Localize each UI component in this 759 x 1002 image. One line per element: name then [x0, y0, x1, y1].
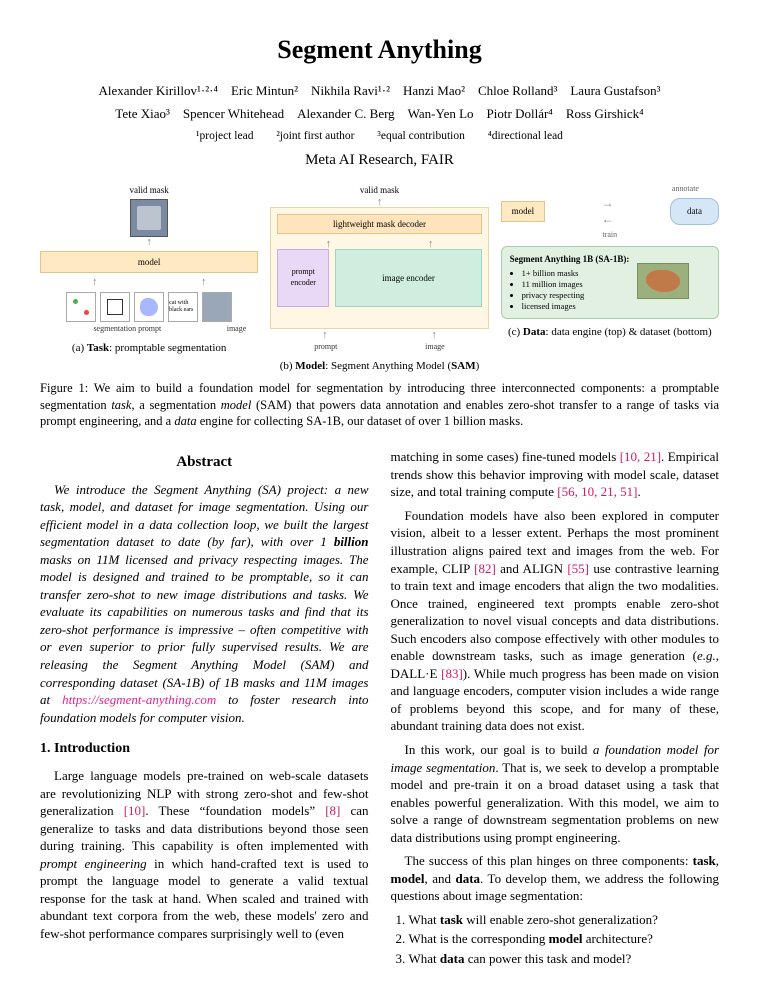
- col2-p2: Foundation models have also been explore…: [391, 507, 720, 735]
- prompt-mask-icon: [134, 292, 164, 322]
- image-encoder-box: image encoder: [335, 249, 481, 307]
- panel-b-caption: (b) Model: Segment Anything Model (SAM): [270, 359, 488, 374]
- question-2: What is the corresponding model architec…: [409, 930, 720, 948]
- panel-b-toplabel: valid mask: [270, 184, 488, 196]
- panel-b-sub-left: prompt: [314, 342, 337, 353]
- panel-a-sub-left: segmentation prompt: [40, 324, 215, 335]
- panel-c-model-box: model: [501, 201, 546, 221]
- intro-p1: Large language models pre-trained on web…: [40, 767, 369, 942]
- dataset-thumb: [637, 263, 689, 299]
- question-3: What data can power this task and model?: [409, 950, 720, 968]
- panel-a-toplabel: valid mask: [40, 184, 258, 196]
- left-column: Abstract We introduce the Segment Anythi…: [40, 448, 369, 969]
- role-1: ¹project lead: [196, 130, 253, 142]
- abstract-heading: Abstract: [40, 452, 369, 472]
- prompt-text-icon: cat with black ears: [168, 292, 198, 322]
- panel-a-caption: (a) Task: promptable segmentation: [40, 341, 258, 356]
- figure-panel-a: valid mask ↑ model ↑↑ cat with black ear…: [40, 184, 258, 373]
- ds-item: licensed images: [522, 301, 630, 312]
- annotate-label: annotate: [501, 184, 719, 195]
- ds-item: privacy respecting: [522, 290, 630, 301]
- figure-panel-b: valid mask ↑ lightweight mask decoder ↑↑…: [270, 184, 488, 373]
- prompt-encoder-box: prompt encoder: [277, 249, 329, 307]
- author-block: Alexander Kirillov¹·²·⁴ Eric Mintun² Nik…: [40, 81, 719, 125]
- col2-p1: matching in some cases) fine-tuned model…: [391, 448, 720, 501]
- author-roles: ¹project lead ²joint first author ³equal…: [40, 129, 719, 145]
- col2-p4: The success of this plan hinges on three…: [391, 852, 720, 905]
- col2-p3: In this work, our goal is to build a fou…: [391, 741, 720, 846]
- questions-list: What task will enable zero-shot generali…: [409, 911, 720, 968]
- section-1-heading: 1. Introduction: [40, 740, 369, 759]
- prompt-points-icon: [66, 292, 96, 322]
- up-arrow-icon: ↑: [40, 239, 258, 246]
- authors-row-1: Alexander Kirillov¹·²·⁴ Eric Mintun² Nik…: [40, 81, 719, 102]
- panel-b-sub-right: image: [425, 342, 445, 353]
- panel-c-caption: (c) Data: data engine (top) & dataset (b…: [501, 325, 719, 340]
- mask-decoder-box: lightweight mask decoder: [277, 214, 481, 234]
- arrows: ↑↑: [277, 240, 481, 249]
- prompt-image-thumb: [202, 292, 232, 322]
- dataset-heading: Segment Anything 1B (SA-1B):: [510, 253, 630, 265]
- arrow-right-icon: →←: [545, 195, 670, 227]
- role-3: ³equal contribution: [377, 130, 464, 142]
- two-column-body: Abstract We introduce the Segment Anythi…: [40, 448, 719, 969]
- role-2: ²joint first author: [276, 130, 354, 142]
- figure-1-caption: Figure 1: We aim to build a foundation m…: [40, 380, 719, 431]
- up-arrows: ↑↑: [270, 331, 488, 340]
- dataset-box: Segment Anything 1B (SA-1B): 1+ billion …: [501, 246, 719, 318]
- figure-1: valid mask ↑ model ↑↑ cat with black ear…: [40, 184, 719, 373]
- up-arrow-icon: ↑: [270, 199, 488, 206]
- up-arrows: ↑↑: [40, 279, 258, 286]
- question-1: What task will enable zero-shot generali…: [409, 911, 720, 929]
- panel-c-data-box: data: [670, 198, 719, 224]
- figure-panel-c: annotate model →← data train Segment Any…: [501, 184, 719, 373]
- train-label: train: [501, 230, 719, 241]
- abstract-text: We introduce the Segment Anything (SA) p…: [40, 481, 369, 727]
- right-column: matching in some cases) fine-tuned model…: [391, 448, 720, 969]
- panel-a-mask-thumb: [130, 199, 168, 237]
- role-4: ⁴directional lead: [488, 130, 563, 142]
- prompt-box-icon: [100, 292, 130, 322]
- authors-row-2: Tete Xiao³ Spencer Whitehead Alexander C…: [40, 104, 719, 125]
- paper-title: Segment Anything: [40, 32, 719, 67]
- ds-item: 1+ billion masks: [522, 268, 630, 279]
- affiliation: Meta AI Research, FAIR: [40, 150, 719, 170]
- panel-a-sub-right: image: [215, 324, 259, 335]
- panel-a-model-box: model: [40, 251, 258, 273]
- project-link[interactable]: https://segment-anything.com: [62, 692, 216, 707]
- ds-item: 11 million images: [522, 279, 630, 290]
